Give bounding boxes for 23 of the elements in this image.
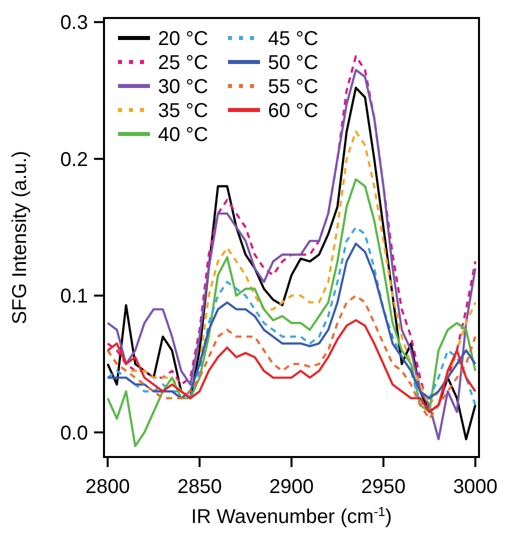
line-series bbox=[106, 294, 476, 420]
y-tick-label: 0.2 bbox=[60, 148, 88, 171]
legend-label: 55 °C bbox=[268, 76, 318, 98]
legend-label: 45 °C bbox=[268, 28, 318, 50]
legend-label: 30 °C bbox=[158, 76, 208, 98]
x-tick-label: 2850 bbox=[177, 476, 222, 498]
legend-label: 35 °C bbox=[158, 100, 208, 122]
legend-label: 50 °C bbox=[268, 52, 318, 74]
x-tick-label: 3000 bbox=[453, 476, 498, 498]
x-axis-title: IR Wavenumber (cm$^{-1}$) bbox=[191, 504, 392, 528]
x-tick-label: 2900 bbox=[269, 476, 314, 498]
legend-label: 40 °C bbox=[158, 124, 208, 146]
y-tick-label: 0.0 bbox=[60, 422, 88, 444]
line-series bbox=[106, 178, 476, 448]
legend-label: 20 °C bbox=[158, 28, 208, 50]
y-tick-label: 0.3 bbox=[60, 12, 88, 34]
y-axis-title: SFG Intensity (a.u.) bbox=[9, 150, 31, 324]
x-tick-label: 2950 bbox=[361, 476, 406, 498]
y-tick-label: 0.1 bbox=[60, 286, 88, 308]
legend-label: 60 °C bbox=[268, 100, 318, 122]
x-tick-label: 2800 bbox=[85, 476, 130, 498]
line-series bbox=[106, 319, 476, 413]
legend-label: 25 °C bbox=[158, 52, 208, 74]
